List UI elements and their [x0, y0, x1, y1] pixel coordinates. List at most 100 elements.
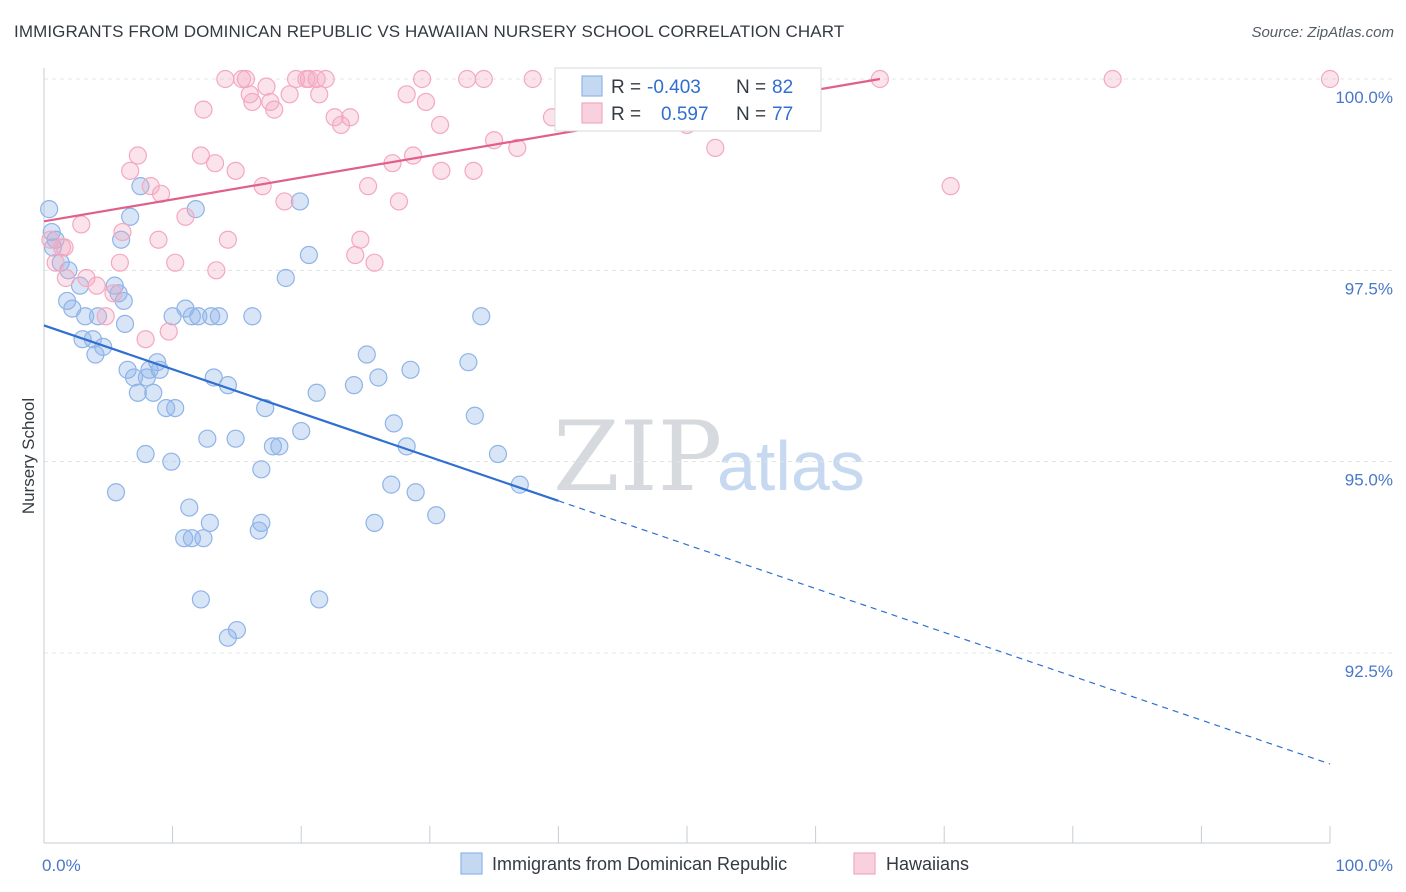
data-point [384, 414, 403, 433]
data-point [216, 69, 235, 89]
legend-swatch-hawaiians [581, 102, 603, 124]
data-point [86, 345, 105, 364]
data-point [226, 429, 245, 448]
legend-r-label-hawaiians: R = [611, 104, 641, 125]
bottom-legend-swatch-dominican [460, 852, 483, 875]
data-point [40, 200, 59, 219]
data-point [227, 620, 246, 640]
data-point [265, 100, 284, 119]
data-point [307, 383, 326, 402]
data-point [243, 307, 262, 326]
data-point [128, 146, 147, 165]
y-tick-label: 95.0% [1345, 471, 1393, 490]
data-point [200, 513, 219, 532]
data-point [191, 146, 210, 165]
grid-lines [44, 78, 1392, 654]
data-point [357, 345, 376, 364]
bottom-legend-swatch-hawaiians [853, 852, 876, 875]
data-point [226, 161, 245, 180]
data-point [236, 69, 256, 89]
data-point [263, 437, 283, 456]
data-point [232, 69, 252, 89]
data-point [141, 177, 160, 196]
data-point [166, 398, 185, 418]
data-point [186, 200, 205, 219]
data-point [136, 330, 155, 349]
y-tick-labels: 100.0% 97.5% 95.0% 92.5% [1335, 88, 1393, 681]
data-point [176, 207, 195, 226]
data-point [175, 529, 194, 548]
data-point [166, 253, 185, 272]
watermark: ZIP atlas [553, 401, 865, 513]
legend-n-value-hawaiians: 77 [772, 104, 793, 125]
data-point [280, 85, 299, 104]
data-point [55, 238, 74, 257]
data-point [290, 192, 310, 211]
data-point [472, 307, 491, 326]
data-point [88, 307, 108, 326]
trend-line-dominican [43, 324, 559, 502]
data-point [202, 307, 221, 326]
data-point [427, 506, 446, 525]
data-point [299, 245, 319, 265]
data-point [180, 498, 199, 517]
source-label: Source: ZipAtlas.com [1251, 24, 1394, 41]
data-point [365, 513, 384, 532]
data-point [508, 138, 527, 157]
data-point [124, 368, 144, 387]
data-point [406, 483, 425, 502]
data-point [77, 268, 96, 288]
data-point [286, 69, 306, 89]
data-point [198, 429, 217, 448]
x-tick-label: 0.0% [42, 856, 81, 875]
data-point [401, 360, 420, 379]
data-point [121, 161, 140, 180]
data-point [1320, 69, 1340, 89]
watermark-atlas: atlas [717, 427, 865, 505]
data-point [344, 376, 364, 395]
data-point [131, 177, 150, 196]
data-point [159, 322, 178, 341]
stats-legend: R = -0.403 N = 82 R = 0.597 N = 77 [554, 67, 822, 132]
data-point [76, 307, 95, 326]
data-point [194, 529, 213, 548]
data-point [310, 85, 329, 104]
data-point [1103, 69, 1122, 89]
legend-n-value-dominican: 82 [772, 77, 793, 98]
data-point [457, 69, 477, 89]
data-point [121, 207, 140, 226]
data-point [256, 398, 275, 418]
data-point [252, 513, 271, 532]
data-point [365, 253, 384, 272]
data-point [56, 268, 75, 288]
data-point [389, 192, 409, 211]
data-point [523, 69, 542, 89]
data-point [488, 444, 508, 464]
legend-r-value-hawaiians: 0.597 [661, 104, 709, 125]
data-point [209, 307, 228, 326]
legend-r-label-dominican: R = [611, 77, 641, 98]
data-point [194, 100, 213, 119]
data-point [182, 307, 201, 326]
legend-n-label-dominican: N = [736, 77, 766, 98]
data-point [104, 284, 123, 303]
data-point [218, 230, 237, 249]
data-point [243, 92, 262, 112]
data-point [114, 291, 133, 311]
legend-n-label-hawaiians: N = [736, 104, 766, 125]
data-point [340, 108, 360, 127]
data-point [275, 192, 294, 211]
data-point [115, 314, 135, 334]
data-point [459, 353, 478, 372]
data-point [205, 154, 225, 173]
y-tick-label: 92.5% [1345, 662, 1393, 681]
data-point [276, 268, 295, 288]
trend-line-dominican-extension [558, 500, 1331, 765]
data-point [941, 177, 960, 196]
legend-swatch-dominican [581, 75, 603, 97]
data-point [292, 421, 311, 441]
data-point [474, 69, 493, 89]
data-point [310, 590, 329, 609]
data-point [110, 253, 129, 272]
data-point [72, 215, 91, 234]
